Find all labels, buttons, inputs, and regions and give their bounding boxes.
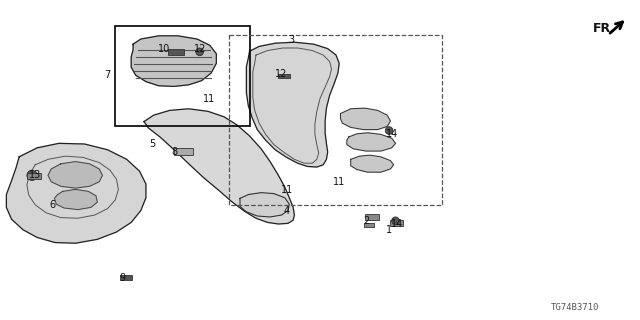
Text: 7: 7 (104, 70, 111, 80)
Text: 2: 2 (363, 216, 369, 226)
Text: 8: 8 (171, 147, 177, 157)
Text: FR.: FR. (593, 21, 616, 35)
Text: 14: 14 (386, 129, 399, 139)
Polygon shape (54, 189, 97, 210)
Text: 12: 12 (193, 44, 206, 54)
Circle shape (196, 48, 204, 56)
Polygon shape (144, 109, 294, 224)
Polygon shape (351, 155, 394, 172)
Text: 10: 10 (158, 44, 171, 54)
Polygon shape (48, 162, 102, 188)
Text: 11: 11 (333, 177, 346, 188)
Bar (168, 49, 184, 55)
Text: 1: 1 (386, 225, 392, 236)
Polygon shape (246, 42, 339, 167)
Bar (174, 148, 193, 155)
Text: TG74B3710: TG74B3710 (551, 303, 599, 313)
Polygon shape (347, 133, 396, 151)
Text: 3: 3 (288, 35, 294, 45)
Circle shape (392, 217, 399, 225)
Polygon shape (131, 36, 216, 86)
Text: 4: 4 (284, 206, 290, 216)
Text: 13: 13 (29, 170, 42, 180)
Circle shape (27, 170, 37, 180)
Bar (364, 223, 374, 227)
Bar (115, 26, 250, 126)
Text: 6: 6 (49, 200, 56, 210)
Polygon shape (240, 193, 289, 217)
Polygon shape (340, 108, 390, 130)
Bar (278, 74, 290, 78)
Text: 11: 11 (202, 94, 215, 104)
Bar (120, 275, 132, 280)
Text: 11: 11 (280, 185, 293, 196)
Bar (365, 214, 379, 220)
Text: 9: 9 (120, 273, 126, 284)
Bar (229, 35, 442, 205)
Bar (390, 220, 403, 226)
Circle shape (385, 127, 393, 134)
Text: 5: 5 (149, 139, 156, 149)
Text: 12: 12 (275, 68, 288, 79)
Text: 14: 14 (390, 219, 403, 229)
Polygon shape (6, 143, 146, 243)
Bar (27, 173, 41, 179)
